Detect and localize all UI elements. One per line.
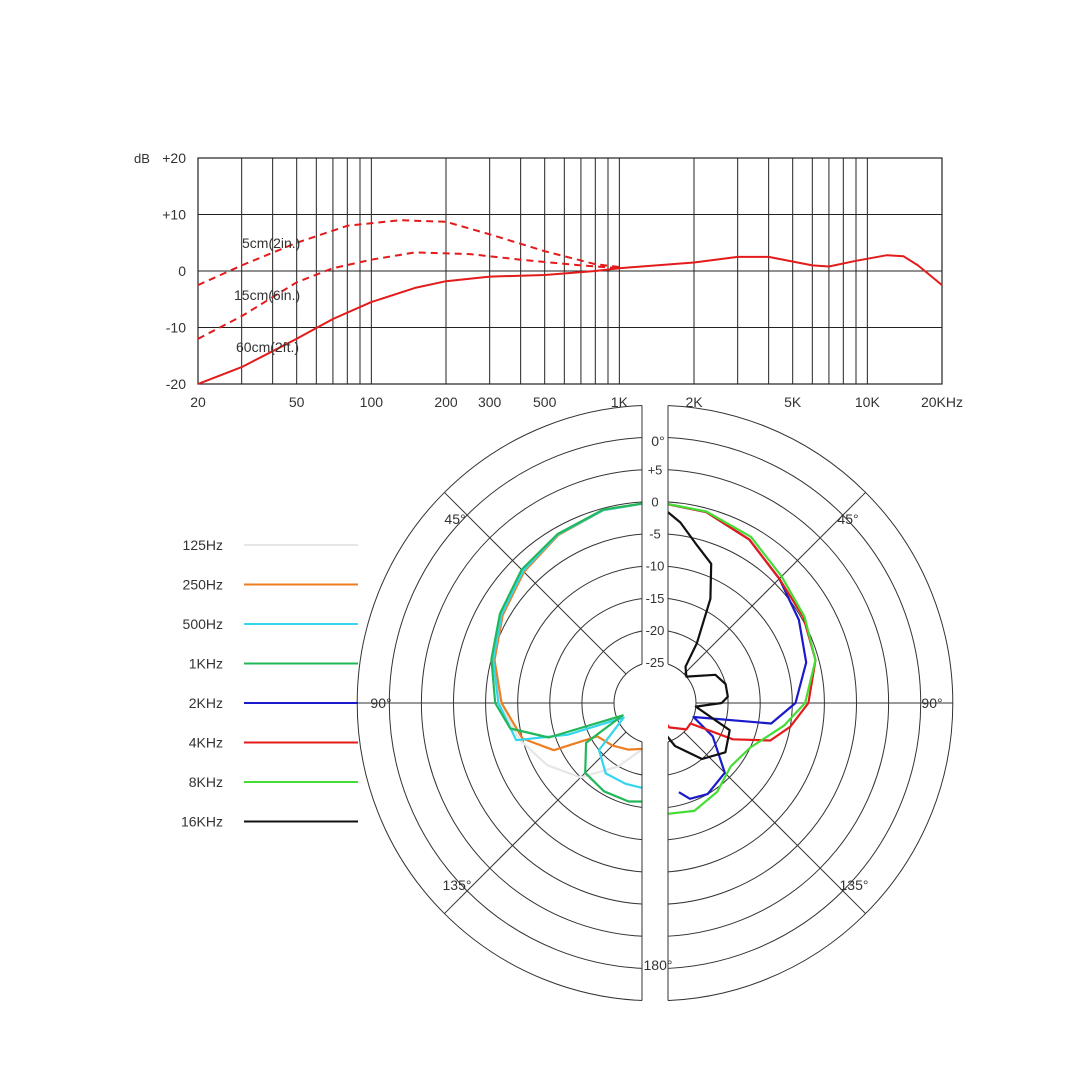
frequency-response-chart: 20 50 100 200 300 500 1K 2K 5K 10K 20KHz +20 +10 0 -10…	[134, 150, 963, 410]
polar-curve	[490, 500, 656, 803]
polar-angle-label: 90°	[921, 695, 942, 711]
legend-label: 2KHz	[189, 695, 223, 711]
polar-angle-label: 135°	[443, 877, 472, 893]
polar-tick-bg	[642, 653, 668, 670]
polar-spoke	[683, 731, 866, 914]
legend-label: 16KHz	[181, 814, 223, 830]
legend-label: 8KHz	[189, 774, 223, 790]
legend-label: 1KHz	[189, 656, 223, 672]
frequency-grid	[198, 158, 942, 384]
y-tick-label: -10	[166, 320, 186, 336]
polar-curve	[654, 500, 817, 816]
polar-tick-bg	[642, 460, 668, 478]
curve-labels: 5cm(2in.) 15cm(6in.) 60cm(2ft.)	[234, 235, 300, 355]
x-tick-label: 200	[434, 394, 458, 410]
polar-radial-tick: -15	[646, 591, 665, 606]
legend-label: 500Hz	[183, 616, 223, 632]
legend-label: 4KHz	[189, 735, 223, 751]
y-tick-label: +20	[162, 150, 186, 166]
polar-curve	[654, 500, 817, 742]
x-tick-label: 300	[478, 394, 502, 410]
curve-label: 60cm(2ft.)	[236, 339, 299, 355]
polar-angle-labels: 0° 45° 90° 135° 180° 45° 90° 135°	[370, 433, 942, 973]
x-tick-label: 1K	[611, 394, 629, 410]
polar-angle-label: 45°	[837, 511, 858, 527]
frequency-series	[197, 219, 943, 385]
x-tick-label: 5K	[784, 394, 802, 410]
x-tick-label: 500	[533, 394, 557, 410]
polar-tick-bg	[642, 492, 668, 510]
y-tick-label: -20	[166, 376, 186, 392]
x-tick-label: 20KHz	[921, 394, 963, 410]
x-tick-label: 100	[360, 394, 384, 410]
polar-angle-label: 0°	[651, 433, 664, 449]
polar-angle-label: 45°	[444, 511, 465, 527]
polar-curve	[492, 500, 656, 790]
polar-radial-tick: -5	[649, 527, 661, 542]
x-tick-label: 2K	[685, 394, 703, 410]
frequency-tick-labels: 20 50 100 200 300 500 1K 2K 5K 10K 20KHz +20 +10 0 -10…	[162, 150, 963, 410]
legend-label: 250Hz	[183, 577, 223, 593]
polar-series	[490, 500, 817, 816]
y-axis-label: dB	[134, 151, 150, 166]
polar-spoke	[444, 492, 627, 675]
polar-angle-label: 180°	[644, 957, 673, 973]
polar-spoke	[683, 492, 866, 675]
polar-pattern-chart: +5 0 -5 -10 -15 -20 -25 0° 45° 90° 135° 180° 45° 90°…	[356, 403, 954, 1003]
polar-tick-bg	[642, 620, 668, 638]
polar-angle-label: 90°	[370, 695, 391, 711]
polar-radial-tick: 0	[651, 495, 658, 510]
polar-radial-tick: -10	[646, 559, 665, 574]
y-tick-label: +10	[162, 207, 186, 223]
polar-curve	[493, 500, 656, 752]
polar-radial-tick: -25	[646, 655, 665, 670]
polar-radial-tick: +5	[648, 462, 663, 477]
polar-angle-label: 135°	[840, 877, 869, 893]
polar-spoke	[444, 731, 627, 914]
polar-curve	[654, 500, 731, 761]
polar-radial-tick-labels: +5 0 -5 -10 -15 -20 -25	[642, 460, 668, 670]
x-tick-label: 10K	[855, 394, 881, 410]
polar-curve	[654, 500, 808, 800]
polar-tick-bg	[642, 524, 668, 542]
legend-label: 125Hz	[183, 537, 223, 553]
x-tick-label: 20	[190, 394, 206, 410]
curve-label: 5cm(2in.)	[242, 235, 300, 251]
frequency-plot-frame	[197, 157, 943, 385]
polar-tick-bg	[642, 588, 668, 606]
y-tick-label: 0	[178, 263, 186, 279]
response-curve	[197, 251, 620, 340]
response-curve	[197, 219, 620, 287]
polar-tick-bg	[642, 556, 668, 574]
polar-radial-tick: -20	[646, 623, 665, 638]
response-curve	[197, 254, 943, 385]
x-tick-label: 50	[289, 394, 305, 410]
legend: 125Hz 250Hz 500Hz 1KHz 2KHz 4KHz 8KHz 16KHz	[181, 537, 358, 830]
curve-label: 15cm(6in.)	[234, 287, 300, 303]
